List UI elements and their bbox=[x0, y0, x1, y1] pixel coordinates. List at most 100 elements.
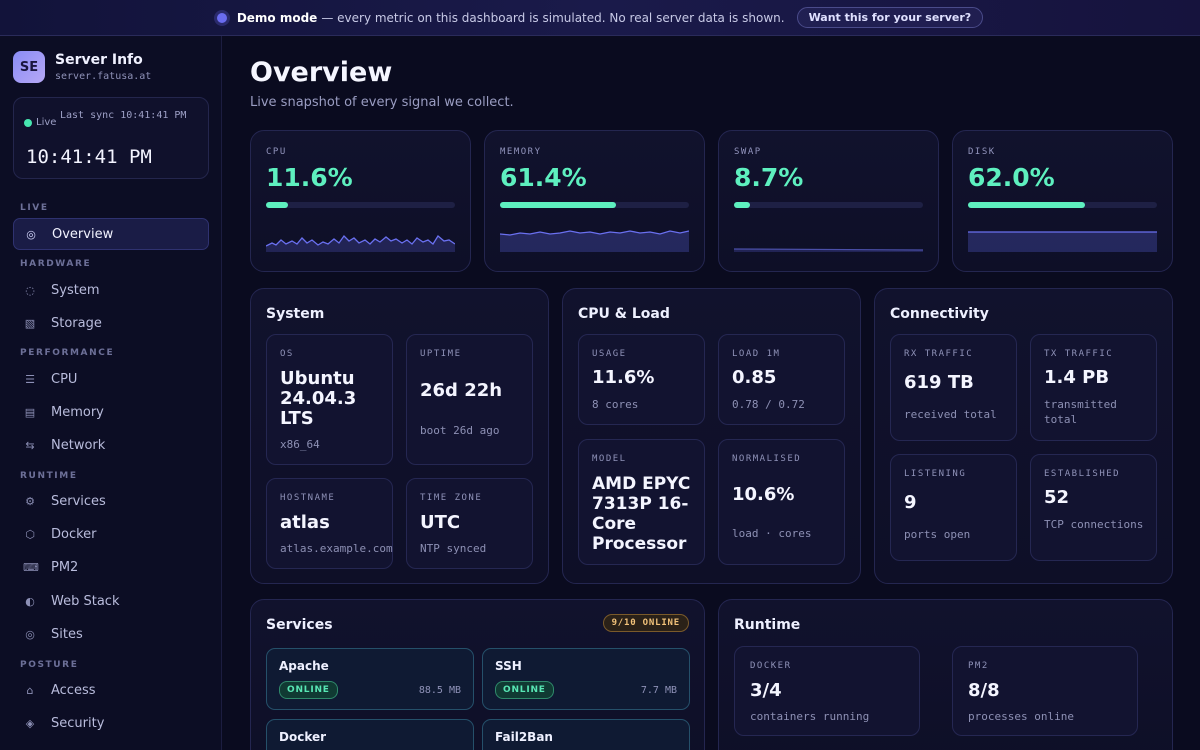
metric-card-memory[interactable]: MEMORY 61.4% bbox=[484, 130, 705, 272]
tile-sub: ports open bbox=[904, 528, 971, 541]
metric-bar bbox=[734, 202, 923, 208]
tile-value: atlas bbox=[280, 512, 330, 533]
tile-value: 10.6% bbox=[732, 484, 795, 505]
sidebar-item-access[interactable]: ⌂ Access bbox=[13, 674, 209, 706]
status-badge: ONLINE bbox=[495, 681, 554, 699]
tile-docker: DOCKER 3/4 containers running bbox=[734, 646, 920, 736]
nav-section-live: LIVE bbox=[20, 203, 49, 213]
metric-value: 62.0% bbox=[968, 163, 1055, 192]
demo-mode-label: Demo mode bbox=[236, 10, 318, 25]
brand: SE Server Info server.fatusa.at bbox=[13, 51, 151, 83]
sidebar-item-label: Access bbox=[51, 682, 96, 698]
live-indicator: Live bbox=[24, 117, 56, 128]
metric-value: 61.4% bbox=[500, 163, 587, 192]
tile-label: TIME ZONE bbox=[420, 493, 483, 503]
service-name: SSH bbox=[495, 659, 522, 673]
swap-sparkline bbox=[734, 248, 923, 252]
sidebar: SE Server Info server.fatusa.at Live Las… bbox=[0, 36, 222, 750]
brand-host: server.fatusa.at bbox=[55, 71, 152, 82]
metric-value: 11.6% bbox=[266, 163, 353, 192]
service-card-fail2ban[interactable]: Fail2Ban bbox=[482, 719, 690, 750]
keyboard-icon: ⌨ bbox=[23, 560, 39, 574]
main-content: Overview Live snapshot of every signal w… bbox=[222, 36, 1200, 750]
panel-title: Services bbox=[266, 617, 333, 633]
tile-timezone: TIME ZONE UTC NTP synced bbox=[406, 478, 533, 569]
page-title: Overview bbox=[250, 57, 393, 88]
tile-value: 11.6% bbox=[592, 367, 655, 388]
panel-title: CPU & Load bbox=[578, 306, 670, 322]
last-sync: Last sync 10:41:41 PM bbox=[60, 110, 187, 121]
disk-sparkline bbox=[968, 231, 1157, 252]
sidebar-item-label: CPU bbox=[51, 371, 78, 387]
page-subtitle: Live snapshot of every signal we collect… bbox=[250, 95, 514, 110]
cta-button[interactable]: Want this for your server? bbox=[796, 7, 984, 28]
sidebar-item-web-stack[interactable]: ◐ Web Stack bbox=[13, 585, 209, 617]
tile-sub: processes online bbox=[968, 710, 1074, 723]
sidebar-item-overview[interactable]: ◎ Overview bbox=[13, 218, 209, 250]
tile-label: RX TRAFFIC bbox=[904, 349, 974, 359]
nav-section-runtime: RUNTIME bbox=[20, 471, 78, 481]
tile-label: PM2 bbox=[968, 661, 989, 671]
service-card-docker[interactable]: Docker bbox=[266, 719, 474, 750]
service-memory: 7.7 MB bbox=[640, 685, 677, 696]
demo-message: — every metric on this dashboard is simu… bbox=[321, 10, 785, 25]
sidebar-item-label: Docker bbox=[51, 526, 97, 542]
sidebar-item-memory[interactable]: ▤ Memory bbox=[13, 396, 209, 428]
cpu-sparkline bbox=[266, 234, 455, 252]
tile-sub: x86_64 bbox=[280, 438, 320, 451]
clock-panel: Live Last sync 10:41:41 PM 10:41:41 PM bbox=[13, 97, 209, 179]
tile-label: DOCKER bbox=[750, 661, 792, 671]
tile-value: 52 bbox=[1044, 487, 1070, 508]
tile-sub: received total bbox=[904, 408, 997, 421]
sidebar-item-system[interactable]: ◌ System bbox=[13, 274, 209, 306]
metric-card-cpu[interactable]: CPU 11.6% bbox=[250, 130, 471, 272]
sidebar-item-services[interactable]: ⚙ Services bbox=[13, 485, 209, 517]
sidebar-item-cpu[interactable]: ☰ CPU bbox=[13, 363, 209, 395]
half-circle-icon: ◐ bbox=[25, 594, 35, 608]
sidebar-item-label: Overview bbox=[52, 226, 114, 242]
hexagon-icon: ⬡ bbox=[25, 527, 35, 541]
sidebar-item-sites[interactable]: ◎ Sites bbox=[13, 618, 209, 650]
status-dot-icon bbox=[216, 12, 227, 23]
sidebar-item-label: Network bbox=[51, 437, 106, 453]
metric-bar bbox=[968, 202, 1157, 208]
tile-sub: 0.78 / 0.72 bbox=[732, 398, 805, 411]
system-panel: System OS Ubuntu 24.04.3 LTS x86_64 UPTI… bbox=[250, 288, 549, 584]
sidebar-item-label: Web Stack bbox=[51, 593, 120, 609]
service-card-ssh[interactable]: SSH ONLINE 7.7 MB bbox=[482, 648, 690, 710]
sidebar-item-label: Security bbox=[51, 715, 105, 731]
nav-section-posture: POSTURE bbox=[20, 660, 79, 670]
tile-sub: atlas.example.com bbox=[280, 542, 393, 555]
tile-value: UTC bbox=[420, 512, 461, 533]
sidebar-item-security[interactable]: ◈ Security bbox=[13, 707, 209, 739]
nav-section-hardware: HARDWARE bbox=[20, 259, 92, 269]
sidebar-item-docker[interactable]: ⬡ Docker bbox=[13, 518, 209, 550]
sidebar-item-pm2[interactable]: ⌨ PM2 bbox=[13, 551, 209, 583]
metric-bar bbox=[500, 202, 689, 208]
tile-value: Ubuntu 24.04.3 LTS bbox=[280, 368, 357, 429]
panel-title: System bbox=[266, 306, 325, 322]
tile-label: HOSTNAME bbox=[280, 493, 336, 503]
home-icon: ⌂ bbox=[26, 683, 34, 697]
metric-label: MEMORY bbox=[500, 147, 542, 157]
target-icon: ◎ bbox=[26, 227, 36, 241]
tile-sub: transmitted total bbox=[1044, 398, 1117, 426]
services-online-badge: 9/10 ONLINE bbox=[602, 614, 689, 632]
sidebar-item-network[interactable]: ⇆ Network bbox=[13, 429, 209, 461]
tile-value: 1.4 PB bbox=[1044, 367, 1110, 388]
panel-title: Connectivity bbox=[890, 306, 989, 322]
tile-value: 619 TB bbox=[904, 372, 974, 393]
metric-card-disk[interactable]: DISK 62.0% bbox=[952, 130, 1173, 272]
sidebar-item-label: System bbox=[51, 282, 100, 298]
sidebar-item-storage[interactable]: ▧ Storage bbox=[13, 307, 209, 339]
sidebar-item-label: PM2 bbox=[51, 559, 79, 575]
metric-card-swap[interactable]: SWAP 8.7% bbox=[718, 130, 939, 272]
tile-load: LOAD 1M 0.85 0.78 / 0.72 bbox=[718, 334, 845, 425]
service-card-apache[interactable]: Apache ONLINE 88.5 MB bbox=[266, 648, 474, 710]
tile-listening: LISTENING 9 ports open bbox=[890, 454, 1017, 561]
brand-logo: SE bbox=[13, 51, 45, 83]
tile-sub: TCP connections bbox=[1044, 518, 1144, 531]
clock-time: 10:41:41 PM bbox=[26, 146, 152, 168]
nav-section-performance: PERFORMANCE bbox=[20, 348, 115, 358]
tile-rx-traffic: RX TRAFFIC 619 TB received total bbox=[890, 334, 1017, 441]
